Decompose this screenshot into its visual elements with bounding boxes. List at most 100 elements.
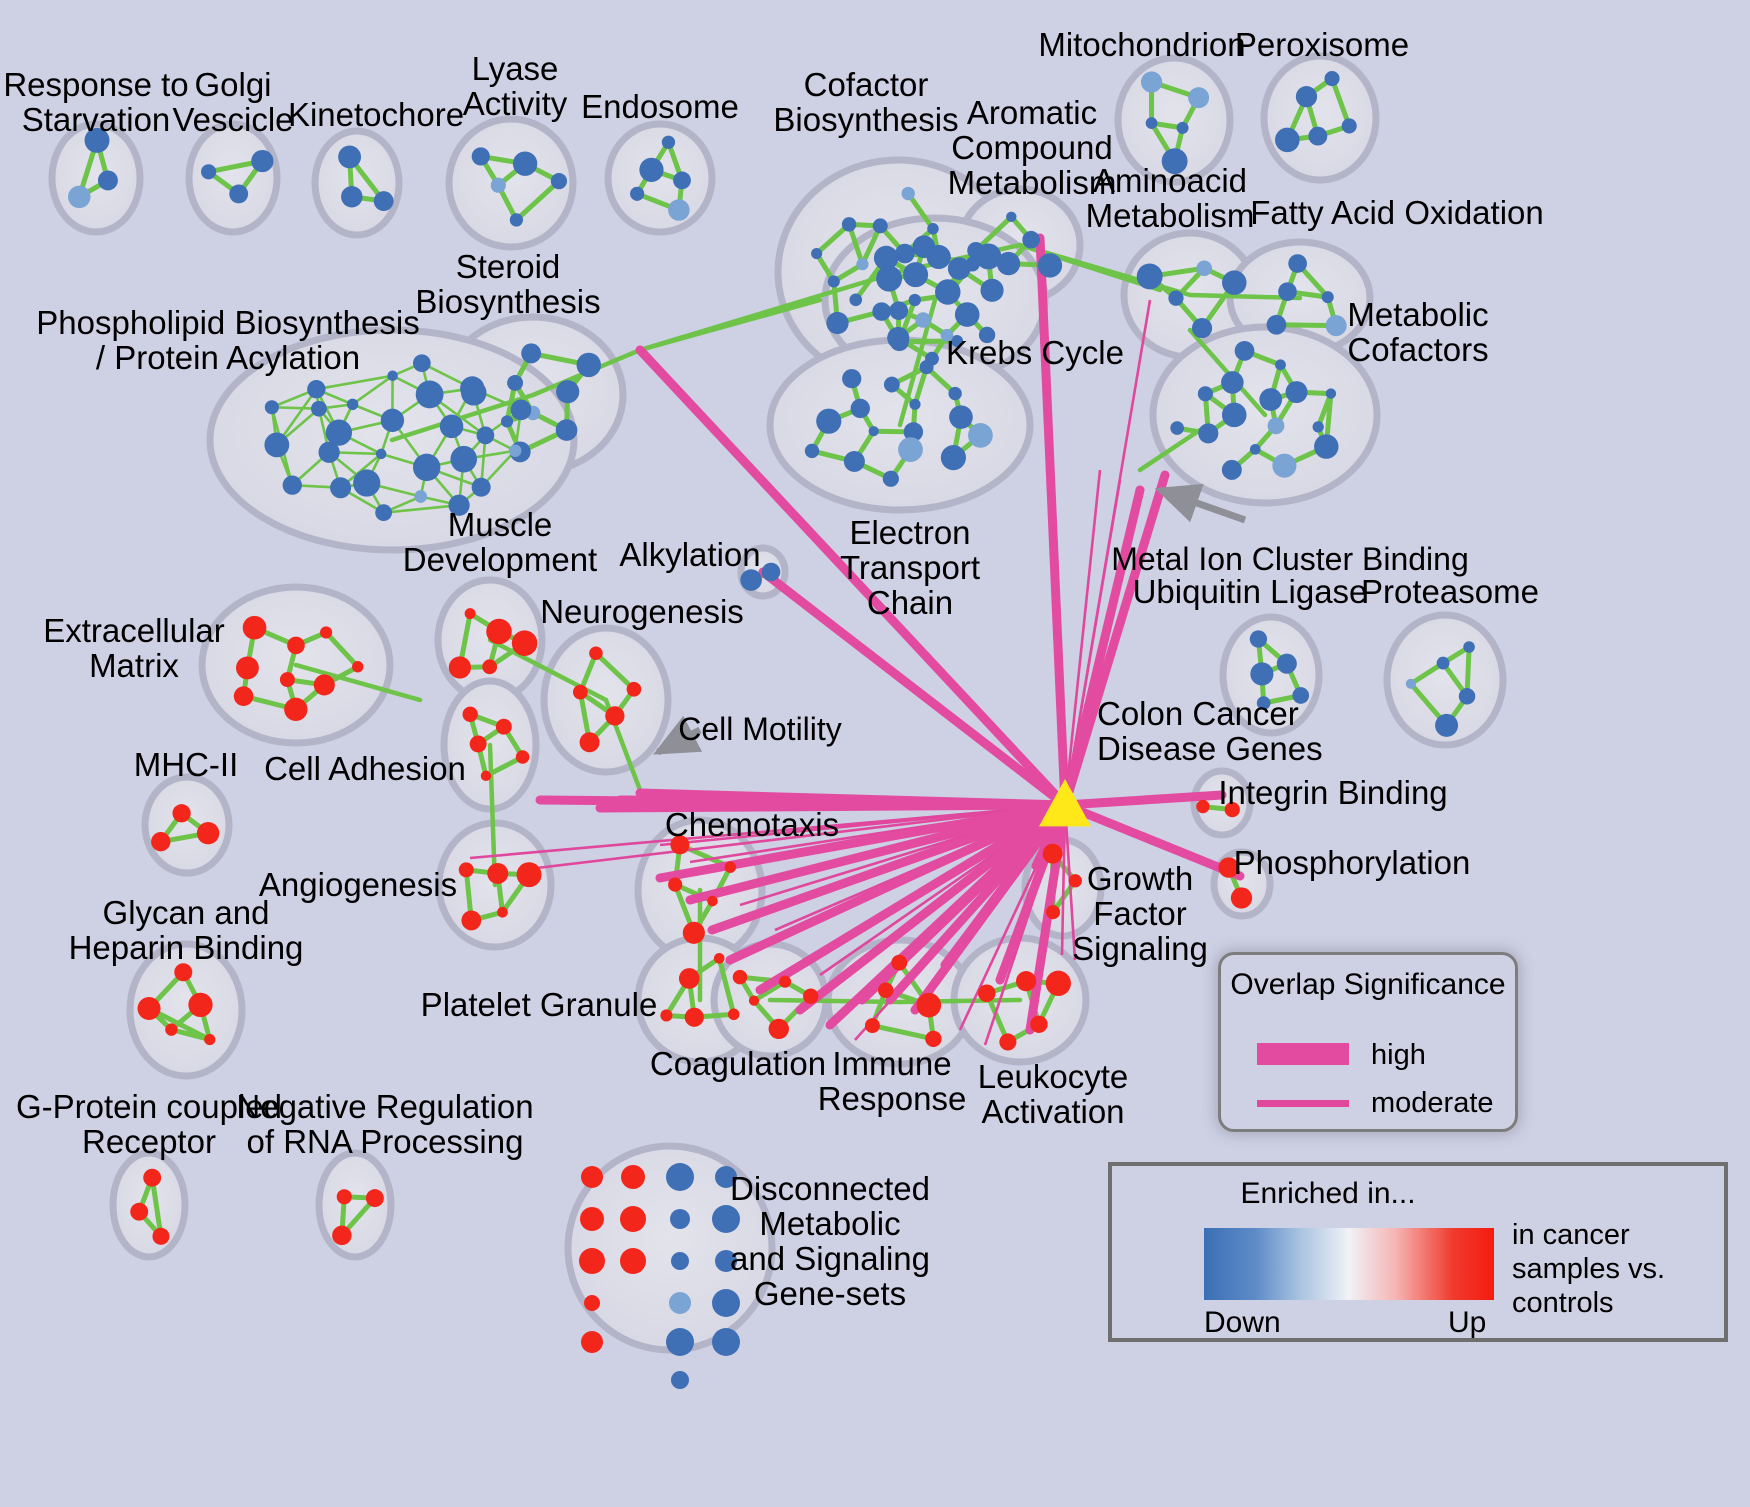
gene-set-node bbox=[1249, 443, 1261, 455]
disconnected-node bbox=[670, 1209, 690, 1229]
gene-set-node bbox=[556, 380, 580, 404]
gene-set-node bbox=[1191, 317, 1213, 339]
gene-set-node bbox=[843, 450, 865, 472]
gene-set-node bbox=[1463, 641, 1475, 653]
disconnected-node bbox=[581, 1166, 603, 1188]
hub-edge-high bbox=[707, 800, 1070, 935]
gene-set-nodes bbox=[68, 71, 1476, 1389]
gene-set-node bbox=[165, 1023, 178, 1036]
gene-set-node bbox=[856, 258, 869, 271]
gene-set-node bbox=[940, 328, 954, 342]
gene-set-node bbox=[235, 656, 259, 680]
gene-set-node bbox=[458, 862, 474, 878]
gene-set-node bbox=[1198, 423, 1219, 444]
overlap-edge bbox=[814, 221, 852, 257]
gene-set-node bbox=[1275, 127, 1300, 153]
gene-set-node bbox=[1324, 71, 1340, 87]
legend-enriched-in: Enriched in... Down Up in cancer samples… bbox=[1108, 1162, 1728, 1342]
gene-set-node bbox=[1312, 421, 1324, 433]
cluster-ellipse-golgi-vescicle bbox=[185, 120, 281, 236]
cluster-ellipse-mhc-ii bbox=[141, 773, 233, 877]
hub-edge-high bbox=[685, 800, 1070, 905]
gene-set-node bbox=[196, 821, 220, 845]
hub-edge-moderate bbox=[519, 803, 1066, 872]
gene-set-node bbox=[480, 770, 492, 782]
disconnected-node bbox=[581, 1331, 603, 1353]
hub-edge-high bbox=[940, 800, 1070, 970]
overlap-edge bbox=[382, 503, 461, 514]
gene-set-node bbox=[761, 562, 781, 582]
disconnected-node bbox=[579, 1248, 605, 1274]
gene-set-node bbox=[550, 172, 568, 190]
gene-set-node bbox=[365, 1189, 384, 1208]
gene-set-node bbox=[251, 149, 274, 173]
gene-set-node bbox=[894, 243, 915, 264]
hub-node-colon-cancer-disease-genes[interactable] bbox=[1039, 779, 1091, 827]
disconnected-node bbox=[715, 1166, 737, 1188]
disconnected-node bbox=[621, 1165, 645, 1189]
gene-set-node bbox=[137, 997, 161, 1021]
gene-set-node bbox=[576, 352, 601, 378]
gene-set-node bbox=[1325, 315, 1347, 337]
gene-set-node bbox=[1224, 801, 1240, 818]
gene-set-node bbox=[448, 656, 472, 679]
gene-set-node bbox=[925, 1030, 942, 1048]
gene-set-node bbox=[872, 218, 888, 234]
gene-set-node bbox=[188, 992, 213, 1018]
gene-set-node bbox=[670, 835, 690, 855]
gene-set-node bbox=[876, 265, 903, 292]
gene-set-node bbox=[778, 975, 792, 988]
gene-set-node bbox=[152, 1227, 170, 1245]
gene-set-node bbox=[947, 257, 971, 280]
gene-set-node bbox=[864, 1018, 880, 1034]
gene-set-node bbox=[849, 293, 863, 307]
gene-set-node bbox=[872, 302, 891, 321]
gene-set-node bbox=[1249, 630, 1268, 648]
gene-set-node bbox=[487, 862, 509, 884]
gene-set-node bbox=[572, 684, 588, 700]
gene-set-node bbox=[878, 982, 894, 999]
gene-set-node bbox=[768, 1018, 789, 1040]
gene-set-node bbox=[919, 360, 934, 375]
gene-set-node bbox=[1188, 87, 1210, 109]
gene-set-node bbox=[307, 380, 326, 399]
gene-set-node bbox=[507, 374, 524, 391]
gene-set-node bbox=[511, 630, 538, 656]
gene-set-node bbox=[130, 1202, 149, 1221]
annotation-arrow bbox=[653, 715, 703, 756]
gene-set-node bbox=[1234, 341, 1255, 361]
gene-set-node bbox=[668, 877, 683, 892]
gene-set-node bbox=[1285, 381, 1308, 404]
legend-colorbar bbox=[1204, 1228, 1494, 1300]
gene-set-node bbox=[1222, 270, 1247, 295]
gene-set-node bbox=[1068, 874, 1082, 888]
gene-set-node bbox=[980, 278, 1004, 302]
hub-edge-moderate bbox=[659, 803, 1066, 847]
gene-set-node bbox=[1045, 905, 1061, 920]
gene-set-node bbox=[516, 862, 542, 888]
overlap-edge bbox=[149, 1175, 164, 1239]
gene-set-node bbox=[1259, 388, 1283, 411]
gene-set-node bbox=[909, 398, 921, 410]
gene-set-node bbox=[325, 419, 353, 446]
gene-set-node bbox=[151, 831, 171, 852]
hub-edge-high bbox=[1025, 800, 1070, 1035]
disconnected-node bbox=[580, 1207, 604, 1231]
gene-set-node bbox=[668, 199, 690, 221]
gene-set-node bbox=[332, 1225, 352, 1246]
gene-set-node bbox=[891, 954, 908, 971]
disconnected-node bbox=[671, 1252, 689, 1270]
gene-set-node bbox=[842, 369, 862, 389]
overlap-edge bbox=[1329, 76, 1352, 129]
hub-triangle-layer[interactable] bbox=[1039, 779, 1091, 827]
gene-set-node bbox=[1045, 970, 1071, 996]
hub-edge-high bbox=[758, 567, 1070, 810]
legend-overlap-significance: Overlap Significance high moderate bbox=[1218, 952, 1518, 1132]
gene-set-node bbox=[660, 1009, 673, 1022]
disconnected-node bbox=[666, 1163, 694, 1191]
gene-set-node bbox=[336, 1189, 352, 1205]
annotation-arrows bbox=[653, 483, 1247, 756]
gene-set-node bbox=[724, 861, 737, 873]
hub-edge-moderate bbox=[1063, 469, 1102, 806]
gene-set-node bbox=[954, 302, 980, 327]
